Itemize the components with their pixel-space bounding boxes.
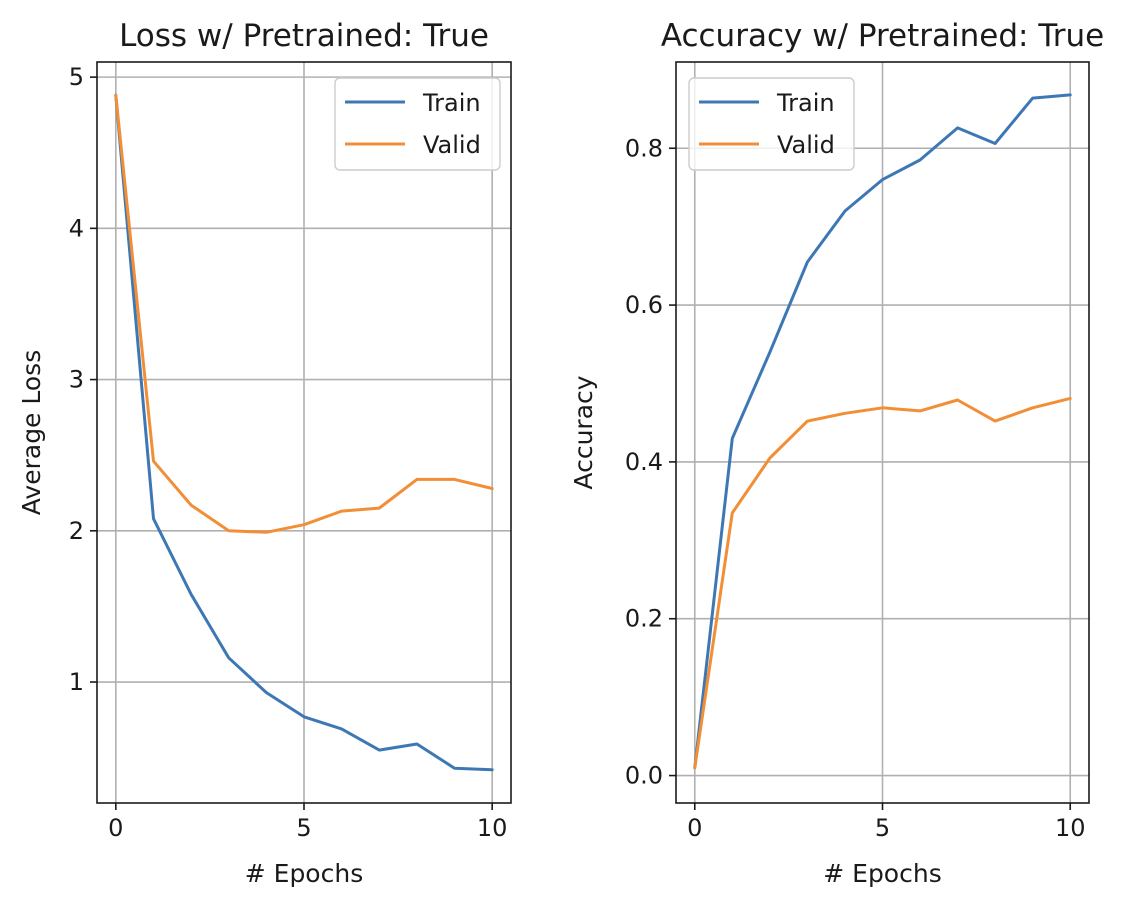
x-tick-label: 5 (296, 814, 311, 842)
x-axis-label: # Epochs (245, 859, 363, 888)
legend-label-train: Train (776, 89, 835, 117)
chart-title: Loss w/ Pretrained: True (119, 18, 489, 54)
series-line-train (693, 93, 1072, 770)
y-tick-label: 4 (69, 214, 84, 242)
legend-label-train: Train (422, 89, 481, 117)
y-tick-label: 3 (69, 366, 84, 394)
x-tick-label: 10 (477, 814, 508, 842)
legend: Train Valid (334, 77, 501, 171)
y-axis-label: Accuracy (569, 375, 598, 489)
series-line-train (114, 93, 494, 772)
legend-label-valid: Valid (777, 131, 835, 159)
y-tick-label: 1 (69, 668, 84, 696)
accuracy-chart: 0 5 10 0.0 0.2 0.4 0.6 0.8 Accuracy w/ Pretraine… (569, 18, 1104, 888)
y-tick-label: 0.4 (625, 448, 663, 476)
y-tick-label: 0.0 (625, 762, 663, 790)
chart-title: Accuracy w/ Pretrained: True (661, 18, 1104, 54)
series-line-valid (693, 396, 1072, 770)
x-tick-label: 0 (108, 814, 123, 842)
x-tick-label: 5 (875, 814, 890, 842)
legend-label-valid: Valid (423, 131, 481, 159)
y-tick-label: 2 (69, 517, 84, 545)
y-tick-label: 0.8 (625, 134, 663, 162)
x-tick-label: 10 (1055, 814, 1086, 842)
legend: Train Valid (688, 77, 855, 171)
y-tick-label: 0.6 (625, 291, 663, 319)
x-tick-label: 0 (687, 814, 702, 842)
series-line-valid (114, 93, 494, 534)
y-tick-label: 0.2 (625, 605, 663, 633)
y-tick-label: 5 (69, 63, 84, 91)
loss-chart: 0 5 10 1 2 3 4 5 Loss w/ Pretrained: True # Epoch… (17, 18, 512, 888)
y-axis-label: Average Loss (17, 350, 46, 515)
x-axis-label: # Epochs (823, 859, 941, 888)
